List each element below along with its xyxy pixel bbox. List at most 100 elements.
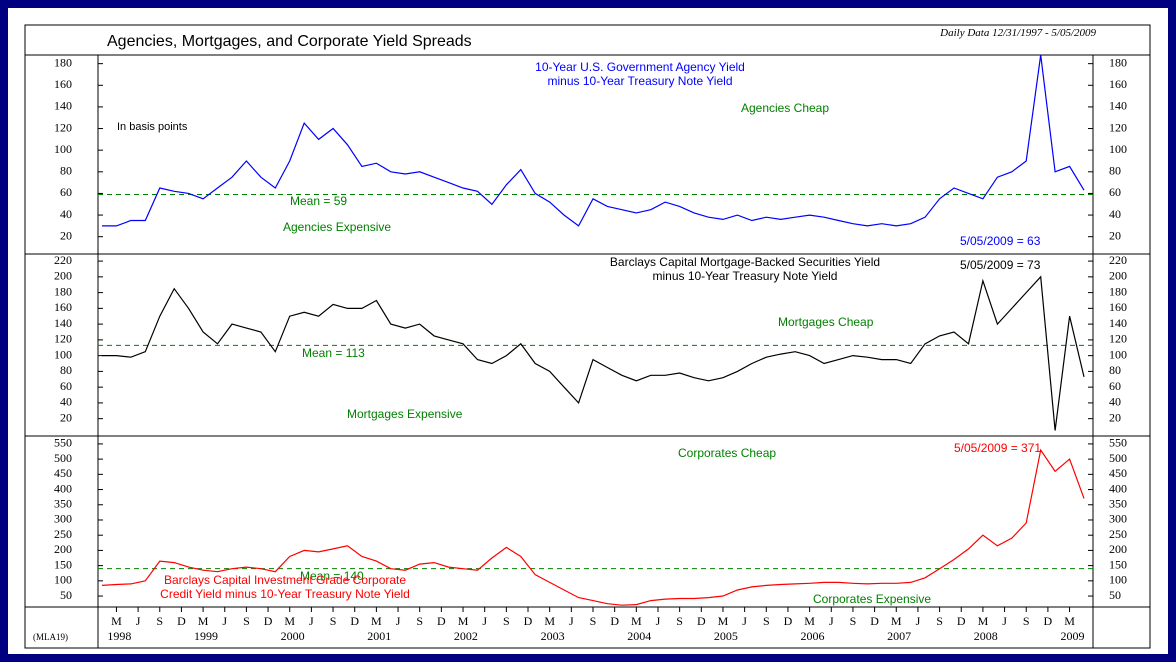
y-tick-label: 80 (60, 164, 72, 178)
y-tick-label: 180 (54, 284, 72, 298)
year-label: 2009 (1060, 629, 1084, 643)
y-tick-label-right: 20 (1109, 228, 1121, 242)
end-label: 5/05/2009 = 371 (954, 441, 1042, 455)
x-tick-label: J (222, 614, 227, 628)
x-tick-label: S (936, 614, 943, 628)
y-tick-label: 200 (54, 269, 72, 283)
annotation: Agencies Cheap (740, 101, 830, 115)
source-code: (MLA19) (33, 632, 68, 642)
y-tick-label-right: 200 (1109, 269, 1127, 283)
annotation: Agencies Expensive (283, 220, 392, 234)
y-tick-label-right: 250 (1109, 527, 1127, 541)
mean-label: Mean = 59 (290, 194, 348, 208)
annotation: Corporates Expensive (813, 592, 932, 606)
y-tick-label-right: 180 (1109, 55, 1127, 69)
x-tick-label: D (870, 614, 879, 628)
y-tick-label-right: 40 (1109, 395, 1121, 409)
chart-title: Agencies, Mortgages, and Corporate Yield… (107, 33, 472, 50)
x-tick-label: J (569, 614, 574, 628)
x-tick-label: J (916, 614, 921, 628)
y-tick-label-right: 450 (1109, 466, 1127, 480)
x-tick-label: M (891, 614, 902, 628)
y-tick-label: 350 (54, 497, 72, 511)
annotation: Mortgages Cheap (778, 315, 874, 329)
x-tick-label: S (850, 614, 857, 628)
y-tick-label-right: 100 (1109, 142, 1127, 156)
y-tick-label: 140 (54, 99, 72, 113)
series-label: Barclays Capital Investment Grade Corpor… (160, 573, 410, 601)
series-line (101, 448, 1085, 606)
y-tick-label-right: 40 (1109, 207, 1121, 221)
y-tick-label: 500 (54, 451, 72, 465)
year-label: 2007 (887, 629, 911, 643)
year-label: 1999 (194, 629, 218, 643)
x-tick-label: D (264, 614, 273, 628)
y-tick-label: 450 (54, 466, 72, 480)
x-tick-label: D (350, 614, 359, 628)
x-tick-label: M (631, 614, 642, 628)
year-label: 2005 (714, 629, 738, 643)
series-line (102, 54, 1085, 227)
x-tick-label: M (718, 614, 729, 628)
x-tick-label: M (284, 614, 295, 628)
y-tick-label-right: 60 (1109, 379, 1121, 393)
y-tick-label: 60 (60, 379, 72, 393)
y-tick-label-right: 160 (1109, 300, 1127, 314)
mean-label: Mean = 113 (302, 346, 365, 360)
x-tick-label: J (396, 614, 401, 628)
y-tick-label-right: 180 (1109, 284, 1127, 298)
y-tick-label-right: 300 (1109, 512, 1127, 526)
x-tick-label: J (309, 614, 314, 628)
y-tick-label-right: 500 (1109, 451, 1127, 465)
y-tick-label: 140 (54, 316, 72, 330)
x-tick-label: M (371, 614, 382, 628)
x-tick-label: M (804, 614, 815, 628)
x-tick-label: D (610, 614, 619, 628)
year-label: 2003 (541, 629, 565, 643)
y-tick-label-right: 20 (1109, 410, 1121, 424)
x-tick-label: D (1044, 614, 1053, 628)
x-tick-label: S (763, 614, 770, 628)
x-tick-label: J (829, 614, 834, 628)
y-tick-label: 40 (60, 395, 72, 409)
x-tick-label: D (697, 614, 706, 628)
y-tick-label: 40 (60, 207, 72, 221)
mean-label: Mean = 140 (300, 569, 364, 583)
y-tick-label: 300 (54, 512, 72, 526)
year-label: 2008 (974, 629, 998, 643)
y-tick-label: 220 (54, 253, 72, 267)
x-tick-label: M (544, 614, 555, 628)
end-label: 5/05/2009 = 73 (960, 258, 1041, 272)
y-tick-label: 200 (54, 542, 72, 556)
series-label: Barclays Capital Mortgage-Backed Securit… (609, 255, 881, 283)
y-tick-label-right: 140 (1109, 316, 1127, 330)
x-tick-label: M (1064, 614, 1075, 628)
x-tick-label: J (136, 614, 141, 628)
y-tick-label-right: 550 (1109, 436, 1127, 450)
x-tick-label: M (198, 614, 209, 628)
x-tick-label: D (957, 614, 966, 628)
x-tick-label: D (177, 614, 186, 628)
x-tick-label: M (978, 614, 989, 628)
y-tick-label: 400 (54, 481, 72, 495)
x-tick-label: S (503, 614, 510, 628)
y-tick-label: 60 (60, 185, 72, 199)
x-tick-label: S (676, 614, 683, 628)
y-tick-label: 20 (60, 410, 72, 424)
y-tick-label: 250 (54, 527, 72, 541)
series-line (102, 275, 1085, 431)
y-tick-label: 80 (60, 363, 72, 377)
x-tick-label: J (482, 614, 487, 628)
y-tick-label-right: 150 (1109, 557, 1127, 571)
x-tick-label: S (1023, 614, 1030, 628)
x-tick-label: S (416, 614, 423, 628)
y-tick-label-right: 350 (1109, 497, 1127, 511)
y-tick-label-right: 200 (1109, 542, 1127, 556)
y-tick-label-right: 100 (1109, 573, 1127, 587)
y-tick-label-right: 220 (1109, 253, 1127, 267)
y-tick-label: 120 (54, 120, 72, 134)
y-tick-label: 550 (54, 436, 72, 450)
x-tick-label: J (742, 614, 747, 628)
annotation: In basis points (117, 121, 188, 133)
